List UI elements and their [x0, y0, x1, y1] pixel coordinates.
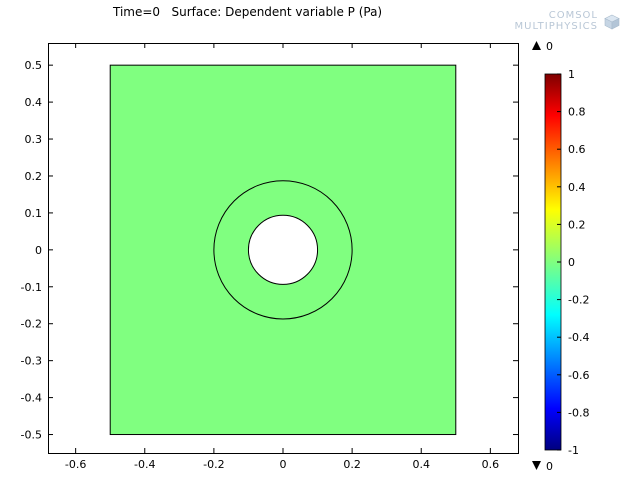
colorbar-tick-label: -0.4 — [568, 331, 589, 344]
colorbar-tick-label: 0.2 — [568, 218, 586, 231]
x-tick-label: -0.2 — [203, 458, 224, 471]
colorbar-tick-label: 0 — [568, 256, 575, 269]
colorbar-tick-label: 0.8 — [568, 106, 586, 119]
y-tick-label: -0.4 — [21, 392, 42, 405]
logo-line-1: COMSOL — [548, 10, 598, 21]
y-tick-label: 0.3 — [25, 133, 43, 146]
y-tick-label: -0.3 — [21, 355, 42, 368]
x-tick-label: 0.2 — [343, 458, 361, 471]
min-indicator: 0 — [532, 460, 553, 473]
x-tick-label: 0 — [280, 458, 287, 471]
y-tick-label: -0.5 — [21, 429, 42, 442]
min-triangle-icon — [532, 461, 541, 470]
max-triangle-icon — [532, 41, 541, 50]
y-tick-label: 0.2 — [25, 170, 43, 183]
max-value-label: 0 — [546, 40, 553, 53]
x-tick-label: 0.6 — [482, 458, 500, 471]
inner-boundary-circle — [213, 180, 353, 320]
colorbar-tick-label: -0.6 — [568, 369, 589, 382]
colorbar-ticks: 1 0.8 0.6 0.4 0.2 0 -0.2 -0.4 -0.6 -0.8 -1 — [557, 68, 589, 457]
x-tick-label: -0.6 — [65, 458, 86, 471]
logo-line-2: MULTIPHYSICS — [514, 21, 598, 32]
y-tick-label: 0.1 — [25, 207, 43, 220]
colorbar-tick-label: 0.4 — [568, 181, 586, 194]
x-tick-label: 0.4 — [412, 458, 430, 471]
logo-cube-icon — [604, 14, 620, 30]
y-tick-label: -0.1 — [21, 281, 42, 294]
hole-circle — [247, 214, 319, 285]
comsol-logo: COMSOL MULTIPHYSICS — [510, 10, 622, 36]
y-axis-ticks: 0.5 0.4 0.3 0.2 0.1 0 -0.1 -0.2 -0.3 -0.4 -0.5 — [21, 59, 518, 442]
surface-domain — [109, 64, 457, 436]
colorbar-tick-label: 0.6 — [568, 143, 586, 156]
colorbar-tick-label: -0.8 — [568, 406, 589, 419]
colorbar-tick-label: 1 — [568, 68, 575, 81]
colorbar-tick-label: -1 — [568, 444, 579, 457]
y-tick-label: 0 — [35, 244, 42, 257]
y-tick-label: -0.2 — [21, 318, 42, 331]
max-indicator: 0 — [532, 40, 553, 53]
x-axis-ticks: -0.6 -0.4 -0.2 0 0.2 0.4 0.6 — [65, 43, 499, 471]
y-tick-label: 0.5 — [25, 59, 43, 72]
plot-title: Time=0 Surface: Dependent variable P (Pa… — [113, 5, 383, 19]
y-tick-label: 0.4 — [25, 96, 43, 109]
x-tick-label: -0.4 — [134, 458, 155, 471]
colorbar-tick-label: -0.2 — [568, 294, 589, 307]
min-value-label: 0 — [546, 460, 553, 473]
